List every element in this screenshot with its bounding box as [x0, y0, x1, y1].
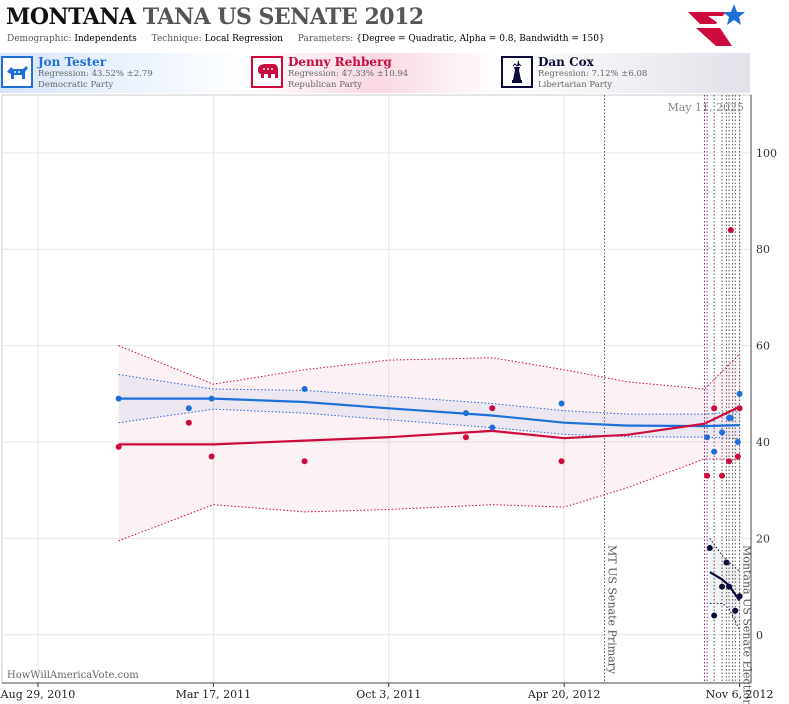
regression-lines: [118, 397, 741, 602]
poll-point: [734, 439, 741, 446]
poll-point: [115, 395, 122, 402]
poll-point: [558, 400, 565, 407]
poll-point: [723, 559, 730, 566]
watermark: HowWillAmericaVote.com: [7, 670, 139, 681]
upper-bound-line: [118, 374, 740, 415]
x-tick-label: Mar 17, 2011: [176, 688, 252, 701]
poll-point: [489, 405, 496, 412]
y-tick-label: 40: [756, 436, 770, 449]
poll-point: [736, 390, 743, 397]
candidate-party: Republican Party: [288, 80, 362, 90]
parameters-label: Parameters:: [297, 34, 354, 44]
page-title: MONTANA TANA US SENATE 2012: [6, 4, 424, 30]
poll-point: [711, 448, 718, 455]
demographic-label: Demographic:: [7, 34, 72, 44]
candidate-regression: Regression: 7.12% ±6.08: [538, 69, 648, 79]
parameters-line: Demographic: Independents Technique: Loc…: [7, 34, 617, 44]
date-stamp: May 11, 2025: [667, 101, 744, 114]
poll-point: [462, 410, 469, 417]
poll-point: [115, 443, 122, 450]
x-tick-label: Apr 20, 2012: [527, 688, 601, 701]
poll-point: [726, 458, 733, 465]
poll-point: [719, 472, 726, 479]
y-tick-label: 0: [756, 629, 763, 642]
site-logo-icon: [688, 4, 745, 46]
event-lines: MT US Senate Primary Montana US Senate El…: [604, 95, 754, 704]
parameters-value: {Degree = Quadratic, Alpha = 0.8, Bandwi…: [356, 34, 605, 44]
poll-point: [558, 458, 565, 465]
poll-points: [115, 226, 743, 619]
regression-line: [118, 405, 741, 446]
poll-point: [704, 472, 711, 479]
candidate-card-tester: Jon Tester Regression: 43.52% ±2.79 Demo…: [0, 53, 250, 93]
candidate-regression: Regression: 47.33% ±10.94: [288, 69, 409, 79]
poll-point: [185, 405, 192, 412]
poll-point: [489, 424, 496, 431]
poll-point: [727, 226, 734, 233]
poll-point: [301, 458, 308, 465]
technique-label: Technique:: [151, 34, 202, 44]
poll-point: [732, 607, 739, 614]
candidate-card-rehberg: Denny Rehberg Regression: 47.33% ±10.94 …: [250, 53, 500, 93]
candidate-name: Dan Cox: [538, 55, 594, 69]
poll-point: [711, 612, 718, 619]
lower-bound-line: [709, 603, 741, 631]
plot-area: [1, 94, 752, 684]
candidate-name: Denny Rehberg: [288, 55, 392, 69]
axes: 0 20 40 60 80 100 Aug 29, 2010 Mar 17, 2011 Oct …: [0, 95, 777, 701]
y-tick-label: 20: [756, 532, 770, 545]
x-tick-label: Oct 3, 2011: [356, 688, 421, 701]
y-tick-label: 80: [756, 243, 770, 256]
poll-point: [719, 583, 726, 590]
candidate-legend: Jon Tester Regression: 43.52% ±2.79 Demo…: [0, 53, 750, 93]
candidate-card-cox: Dan Cox Regression: 7.12% ±6.08 Libertar…: [500, 53, 750, 93]
poll-point: [462, 434, 469, 441]
upper-bound-line: [118, 345, 740, 390]
poll-point: [208, 395, 215, 402]
title-race: TANA US SENATE 2012: [142, 4, 424, 30]
poll-point: [704, 434, 711, 441]
poll-point: [719, 429, 726, 436]
poll-point: [208, 453, 215, 460]
upper-bound-line: [709, 538, 740, 572]
event-label: Montana US Senate Election: [741, 545, 754, 704]
candidate-regression: Regression: 43.52% ±2.79: [38, 69, 153, 79]
poll-point: [711, 405, 718, 412]
y-tick-label: 60: [756, 340, 770, 353]
confidence-band: [118, 345, 740, 541]
poll-point: [734, 453, 741, 460]
statue-of-liberty-icon: [501, 56, 533, 88]
poll-point: [706, 545, 713, 552]
x-tick-label: Aug 29, 2010: [0, 688, 75, 701]
y-tick-label: 100: [756, 147, 777, 160]
title-state: MONTANA: [6, 4, 136, 30]
poll-point: [736, 593, 743, 600]
candidate-party: Democratic Party: [38, 80, 114, 90]
poll-point: [727, 414, 734, 421]
candidate-name: Jon Tester: [38, 55, 107, 69]
regression-line: [709, 571, 741, 602]
poll-point: [301, 386, 308, 392]
event-label: MT US Senate Primary: [606, 545, 619, 675]
poll-point: [726, 583, 733, 590]
poll-point: [185, 419, 192, 426]
gridlines: [1, 94, 752, 684]
regression-line: [118, 397, 740, 428]
poll-point: [736, 405, 743, 412]
technique-value: Local Regression: [204, 34, 283, 44]
candidate-party: Libertarian Party: [538, 80, 613, 90]
demographic-value: Independents: [74, 34, 137, 44]
elephant-icon: [251, 56, 283, 88]
donkey-icon: [1, 56, 33, 88]
x-tick-label: Nov 6, 2012: [706, 688, 774, 701]
